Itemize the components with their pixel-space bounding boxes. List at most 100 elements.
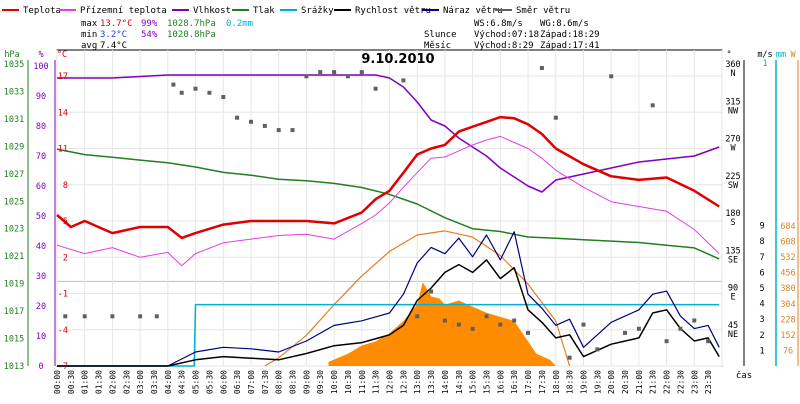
tick-ms: 6	[759, 268, 764, 278]
series-theoretical-radiation	[264, 230, 571, 367]
tick-temp: 2	[63, 253, 68, 263]
x-tick-label: 06:00	[219, 370, 228, 394]
x-tick-label: 06:30	[233, 370, 242, 394]
info-moon-set: Západ:17:41	[540, 41, 600, 51]
tick-hpa: 1031	[4, 115, 24, 125]
tick-hpa: 1025	[4, 197, 24, 207]
wind-direction-point	[193, 86, 198, 91]
wind-direction-point	[171, 82, 176, 87]
tick-hpa: 1013	[4, 362, 24, 372]
axis-label-pct: %	[38, 50, 43, 60]
x-tick-label: 10:30	[344, 370, 353, 394]
tick-dir-name: S	[730, 218, 735, 228]
tick-pct: 20	[36, 302, 46, 312]
wind-direction-point	[581, 322, 586, 327]
wind-direction-point	[179, 90, 184, 95]
series-wind-gust	[57, 231, 720, 367]
wind-direction-point	[553, 115, 558, 120]
tick-w: 380	[780, 284, 795, 294]
stat-min-hum: 54%	[141, 30, 158, 40]
x-tick-label: 11:30	[372, 370, 381, 394]
tick-w: 456	[780, 269, 795, 279]
stat-min-press: 1020.8hPa	[167, 30, 216, 40]
x-tick-label: 23:00	[690, 370, 699, 394]
wind-direction-point	[276, 128, 281, 133]
x-tick-label: 00:00	[53, 370, 62, 394]
legend-label: Přízemní teplota	[80, 6, 167, 16]
x-tick-label: 22:00	[663, 370, 672, 394]
x-tick-label: 17:30	[538, 370, 547, 394]
tick-ms: 1	[759, 346, 764, 356]
tick-hpa: 1029	[4, 142, 24, 152]
wind-direction-point	[470, 326, 475, 331]
info-sun-rise: Východ:07:18	[474, 30, 539, 40]
tick-dir-name: NE	[728, 330, 738, 340]
x-tick-label: 21:30	[649, 370, 658, 394]
wind-direction-point	[373, 86, 378, 91]
tick-ms: 5	[759, 284, 764, 294]
wind-direction-point	[456, 322, 461, 327]
legend-label: Srážky	[301, 6, 334, 16]
tick-hpa: 1015	[4, 335, 24, 345]
axis-label-temp: °C	[57, 50, 67, 60]
stat-max-hum: 99%	[141, 19, 158, 29]
wind-direction-point	[498, 322, 503, 327]
tick-hpa: 1021	[4, 252, 24, 262]
series-pressure	[56, 148, 720, 260]
legend: Teplota Přízemní teplota Vlhkost Tlak Srážky…	[2, 6, 570, 16]
wind-direction-point	[262, 123, 267, 128]
x-tick-label: 08:00	[275, 370, 284, 394]
axes: hPa% °C1035103310311029102710251023102110…	[4, 50, 799, 394]
wind-direction-point	[567, 355, 572, 360]
tick-temp: -7	[58, 362, 68, 372]
stat-max-temp: 13.7°C	[100, 19, 133, 29]
tick-temp: 11	[58, 145, 68, 155]
tick-temp: -4	[58, 326, 68, 336]
x-tick-label: 05:00	[192, 370, 201, 394]
x-axis-label: čas	[736, 370, 752, 381]
x-tick-label: 20:30	[621, 370, 630, 394]
tick-pct: 0	[38, 362, 43, 372]
x-tick-label: 09:00	[302, 370, 311, 394]
x-tick-label: 23:30	[704, 370, 713, 394]
tick-pct: 10	[36, 332, 46, 342]
tick-hpa: 1019	[4, 280, 24, 290]
x-tick-label: 00:30	[67, 370, 76, 394]
wind-direction-point	[304, 74, 309, 79]
wind-direction-point	[359, 70, 364, 75]
legend-label: Teplota	[23, 6, 61, 16]
x-tick-label: 03:30	[150, 370, 159, 394]
wind-direction-point	[678, 326, 683, 331]
tick-dir-name: SW	[728, 181, 739, 191]
x-tick-label: 19:30	[593, 370, 602, 394]
info-wg: WG:8.6m/s	[540, 19, 589, 29]
stat-max-rain: 0.2mm	[226, 19, 253, 29]
axis-label-mm: mm	[776, 50, 786, 60]
wind-direction-point	[345, 74, 350, 79]
wind-direction-point	[249, 119, 253, 124]
stat-avg-label: avg	[81, 41, 97, 51]
series-humidity	[57, 74, 720, 193]
series-temperature	[56, 115, 720, 240]
x-tick-label: 17:00	[524, 370, 533, 394]
x-tick-label: 02:30	[122, 370, 131, 394]
series-wind-speed	[57, 259, 720, 367]
tick-dir-name: N	[730, 69, 735, 79]
wind-direction-point	[609, 74, 614, 79]
wind-direction-point	[484, 314, 489, 319]
tick-hpa: 1027	[4, 170, 24, 180]
legend-label: Rychlost větru	[355, 6, 431, 16]
tick-dir-deg: 270	[725, 135, 740, 145]
wind-direction-point	[512, 318, 517, 323]
tick-dir-name: SE	[728, 255, 738, 265]
tick-pct: 30	[36, 272, 46, 282]
x-tick-label: 05:30	[205, 370, 214, 394]
stat-max-label: max	[81, 19, 98, 29]
x-tick-label: 01:00	[81, 370, 90, 394]
series-ground-temp	[56, 135, 720, 267]
tick-w: 76	[783, 346, 793, 356]
legend-label: Směr větru	[516, 6, 570, 16]
wind-direction-point	[221, 95, 226, 99]
tick-dir-deg: 225	[725, 172, 740, 182]
